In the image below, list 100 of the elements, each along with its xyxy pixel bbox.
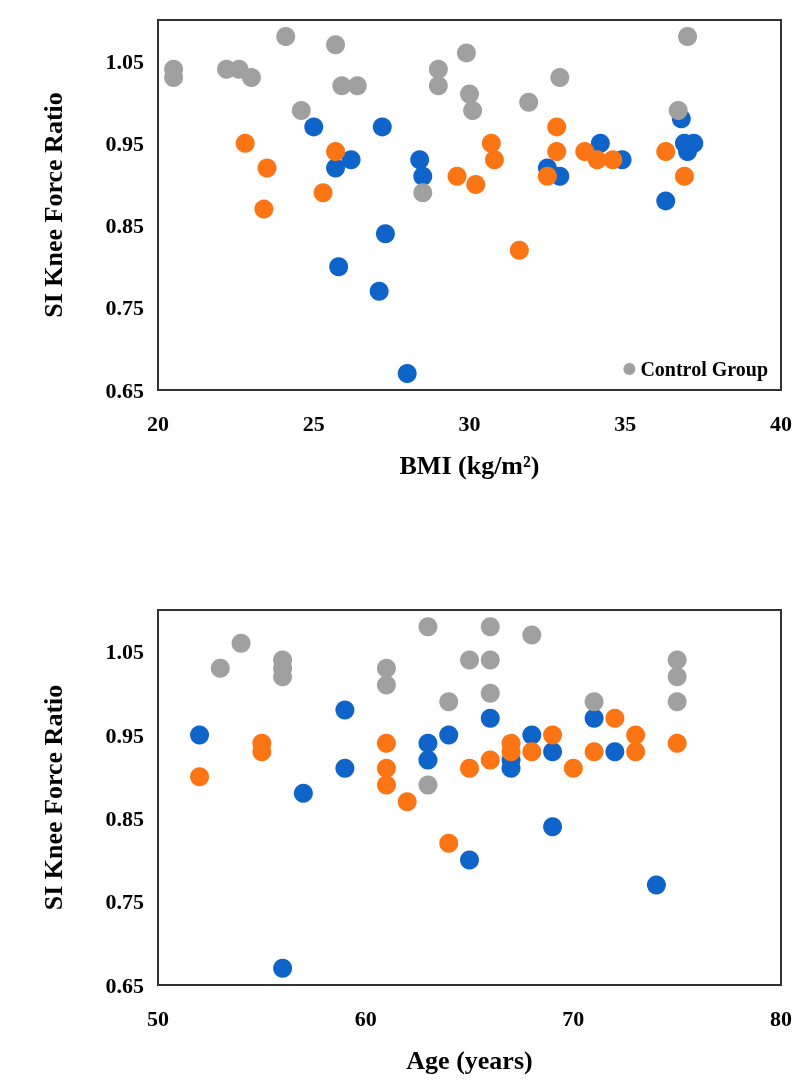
point — [460, 84, 479, 104]
point — [410, 150, 430, 170]
point — [369, 281, 389, 301]
point — [235, 133, 255, 153]
point — [547, 142, 567, 162]
point — [481, 133, 501, 153]
point — [674, 166, 694, 186]
point — [547, 117, 567, 137]
point — [667, 733, 687, 753]
point — [509, 240, 529, 260]
point — [335, 758, 355, 778]
point — [667, 692, 687, 712]
x-tick-label: 40 — [770, 410, 792, 436]
point — [667, 650, 687, 670]
point — [329, 257, 349, 277]
y-axis-title: SI Knee Force Ratio — [38, 684, 68, 911]
point — [543, 725, 563, 745]
point — [397, 364, 417, 384]
point — [480, 617, 500, 637]
point — [335, 700, 355, 720]
legend-label: Control Group — [640, 358, 769, 381]
y-tick-label: 0.75 — [105, 889, 144, 915]
point — [587, 150, 607, 170]
point — [376, 675, 396, 695]
point — [313, 183, 333, 203]
point — [480, 708, 500, 728]
point — [678, 26, 698, 46]
x-tick-label: 50 — [147, 1005, 169, 1031]
y-tick-label: 0.75 — [105, 295, 144, 321]
point — [537, 166, 557, 186]
point — [522, 742, 542, 762]
point — [460, 850, 479, 870]
point — [257, 158, 277, 178]
point — [447, 166, 467, 186]
point — [254, 199, 274, 219]
x-tick-label: 70 — [562, 1005, 585, 1031]
point — [190, 725, 210, 745]
point — [460, 758, 479, 778]
point — [463, 100, 483, 120]
y-tick-label: 0.85 — [105, 805, 144, 831]
point — [522, 725, 542, 745]
point — [376, 733, 396, 753]
point — [460, 650, 479, 670]
x-tick-label: 25 — [302, 410, 325, 436]
point — [456, 43, 476, 63]
point — [550, 68, 570, 88]
point — [667, 667, 687, 687]
point — [397, 792, 417, 812]
y-tick-label: 0.85 — [105, 213, 144, 239]
point — [584, 742, 604, 762]
point — [273, 958, 293, 978]
point — [543, 817, 563, 837]
point — [376, 658, 396, 678]
y-tick-label: 1.05 — [105, 639, 144, 665]
point — [603, 150, 623, 170]
point — [376, 758, 396, 778]
point — [428, 59, 448, 79]
point — [656, 191, 676, 211]
point — [276, 26, 296, 46]
point — [605, 742, 625, 762]
point — [376, 775, 396, 795]
point — [563, 758, 583, 778]
point — [418, 750, 438, 770]
point — [418, 733, 438, 753]
point — [439, 692, 459, 712]
y-tick-label: 0.65 — [105, 972, 144, 998]
x-axis-title: BMI (kg/m²) — [399, 450, 540, 480]
point — [584, 708, 604, 728]
y-axis-title: SI Knee Force Ratio — [38, 92, 68, 318]
point — [341, 150, 361, 170]
point — [231, 633, 251, 653]
y-tick-label: 1.05 — [105, 48, 144, 74]
point — [418, 775, 438, 795]
point — [480, 683, 500, 703]
point — [646, 875, 666, 895]
point — [326, 142, 346, 162]
point — [291, 100, 311, 120]
point — [626, 742, 646, 762]
point — [347, 76, 367, 96]
point — [372, 117, 392, 137]
point — [668, 100, 688, 120]
point — [590, 133, 610, 153]
point — [375, 224, 395, 244]
point — [584, 692, 604, 712]
point — [543, 742, 563, 762]
x-tick-label: 80 — [770, 1005, 792, 1031]
point — [484, 150, 504, 170]
point — [241, 68, 261, 88]
point — [326, 35, 346, 55]
point — [519, 92, 539, 112]
point — [210, 658, 230, 678]
point — [326, 158, 346, 178]
point — [626, 725, 646, 745]
point — [466, 174, 486, 194]
point — [480, 750, 500, 770]
point — [480, 650, 500, 670]
point — [413, 183, 433, 203]
point — [656, 142, 676, 162]
y-tick-label: 0.65 — [105, 377, 144, 403]
point — [439, 833, 459, 853]
